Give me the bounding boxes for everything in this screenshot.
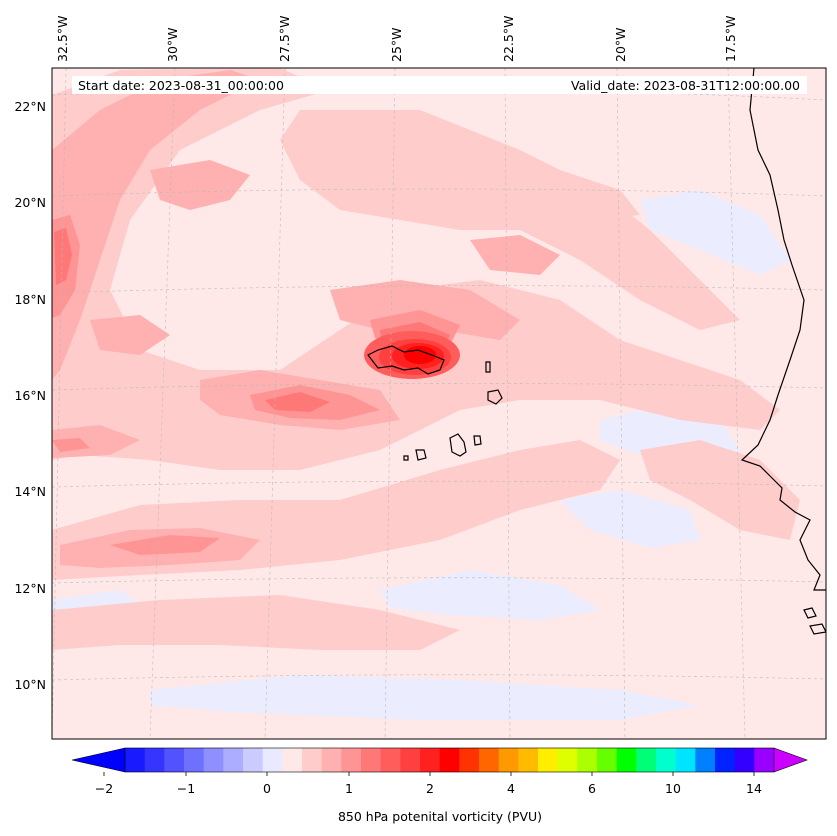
lon-label: 32.5°W [55, 16, 70, 62]
lon-label: 27.5°W [277, 16, 292, 62]
colorbar-label: 850 hPa potenital vorticity (PVU) [338, 809, 542, 824]
colorbar-swatch [459, 748, 480, 772]
colorbar-swatch [498, 748, 519, 772]
graticule [52, 68, 826, 739]
pv-map: Start date: 2023-08-31_00:00:00 Valid_da… [14, 16, 827, 740]
valid-date-label: Valid_date: 2023-08-31T12:00:00.00 [571, 78, 800, 93]
colorbar-swatch [380, 748, 401, 772]
island-maio [473, 435, 482, 446]
lon-label: 22.5°W [501, 16, 516, 62]
colorbar-low-extend [72, 748, 125, 772]
colorbar-swatch [479, 748, 500, 772]
lon-label: 25°W [389, 27, 404, 62]
colorbar-swatch [675, 748, 696, 772]
map-frame [51, 67, 827, 740]
start-date-label: Start date: 2023-08-31_00:00:00 [78, 78, 284, 93]
colorbar-swatch [262, 748, 283, 772]
colorbar-tick-label: 0 [263, 781, 271, 796]
colorbar-swatch [223, 748, 244, 772]
island-bijagos-2 [809, 623, 826, 635]
colorbar-tick-label: 4 [507, 781, 515, 796]
colorbar-tick-label: −1 [177, 781, 195, 796]
colorbar-swatch [439, 748, 460, 772]
colorbar-swatch [656, 748, 677, 772]
longitude-labels: 32.5°W 30°W 27.5°W 25°W 22.5°W 20°W 17.5… [55, 16, 738, 62]
colorbar-swatch [577, 748, 598, 772]
colorbar-swatch [636, 748, 657, 772]
lat-label: 16°N [14, 388, 46, 403]
island-boavista [487, 389, 503, 405]
colorbar-outline [124, 747, 775, 773]
colorbar-swatch [538, 748, 559, 772]
lat-label: 18°N [14, 292, 46, 307]
lon-label: 30°W [165, 27, 180, 62]
colorbar-tick-label: 14 [746, 781, 762, 796]
colorbar-high-extend [774, 748, 807, 772]
colorbar-swatch [734, 748, 755, 772]
colorbar-swatch [282, 748, 303, 772]
coastline [367, 68, 826, 635]
lat-label: 14°N [14, 484, 46, 499]
colorbar-ticks [103, 772, 755, 776]
lon-label: 20°W [613, 27, 628, 62]
island-brava [403, 455, 409, 461]
island-fogo [415, 449, 427, 461]
colorbar-swatch [597, 748, 618, 772]
colorbar-swatch [321, 748, 342, 772]
island-bijagos [803, 607, 817, 619]
lat-label: 10°N [14, 677, 46, 692]
colorbar-swatch [302, 748, 323, 772]
colorbar-tick-label: 1 [345, 781, 353, 796]
colorbar-swatch [243, 748, 264, 772]
colorbar-swatch [184, 748, 205, 772]
latitude-labels: 22°N 20°N 18°N 16°N 14°N 12°N 10°N [14, 99, 46, 692]
colorbar-swatch [420, 748, 441, 772]
island-santiago [449, 433, 467, 457]
map-area [52, 68, 826, 739]
colorbar-extend-outline [71, 747, 126, 773]
pv-core [364, 331, 460, 379]
colorbar-extend-outline [773, 747, 808, 773]
lon-label: 17.5°W [723, 16, 738, 62]
colorbar-swatch [715, 748, 736, 772]
lat-label: 22°N [14, 99, 46, 114]
lat-label: 12°N [14, 581, 46, 596]
lat-label: 20°N [14, 195, 46, 210]
colorbar: −2 −1 0 1 2 4 6 10 14 850 hPa potenital … [71, 747, 808, 824]
colorbar-swatch [695, 748, 716, 772]
colorbar-swatch [341, 748, 362, 772]
colorbar-swatch [361, 748, 382, 772]
colorbar-swatch [557, 748, 578, 772]
colorbar-swatch [616, 748, 637, 772]
colorbar-swatch [144, 748, 165, 772]
cape-verde-islands [367, 345, 445, 375]
info-bar [72, 76, 807, 94]
colorbar-swatch [754, 748, 775, 772]
colorbar-swatch [203, 748, 224, 772]
colorbar-swatch [518, 748, 539, 772]
colorbar-tick-label: 6 [588, 781, 596, 796]
colorbar-tick-label: −2 [95, 781, 113, 796]
colorbar-tick-label: 10 [665, 781, 681, 796]
colorbar-swatch [125, 748, 146, 772]
colorbar-swatches [125, 748, 775, 772]
colorbar-swatch [164, 748, 185, 772]
africa-coast [740, 68, 826, 591]
colorbar-swatch [400, 748, 421, 772]
colorbar-tick-labels: −2 −1 0 1 2 4 6 10 14 [95, 781, 762, 796]
island-sal [485, 361, 491, 373]
colorbar-tick-label: 2 [426, 781, 434, 796]
